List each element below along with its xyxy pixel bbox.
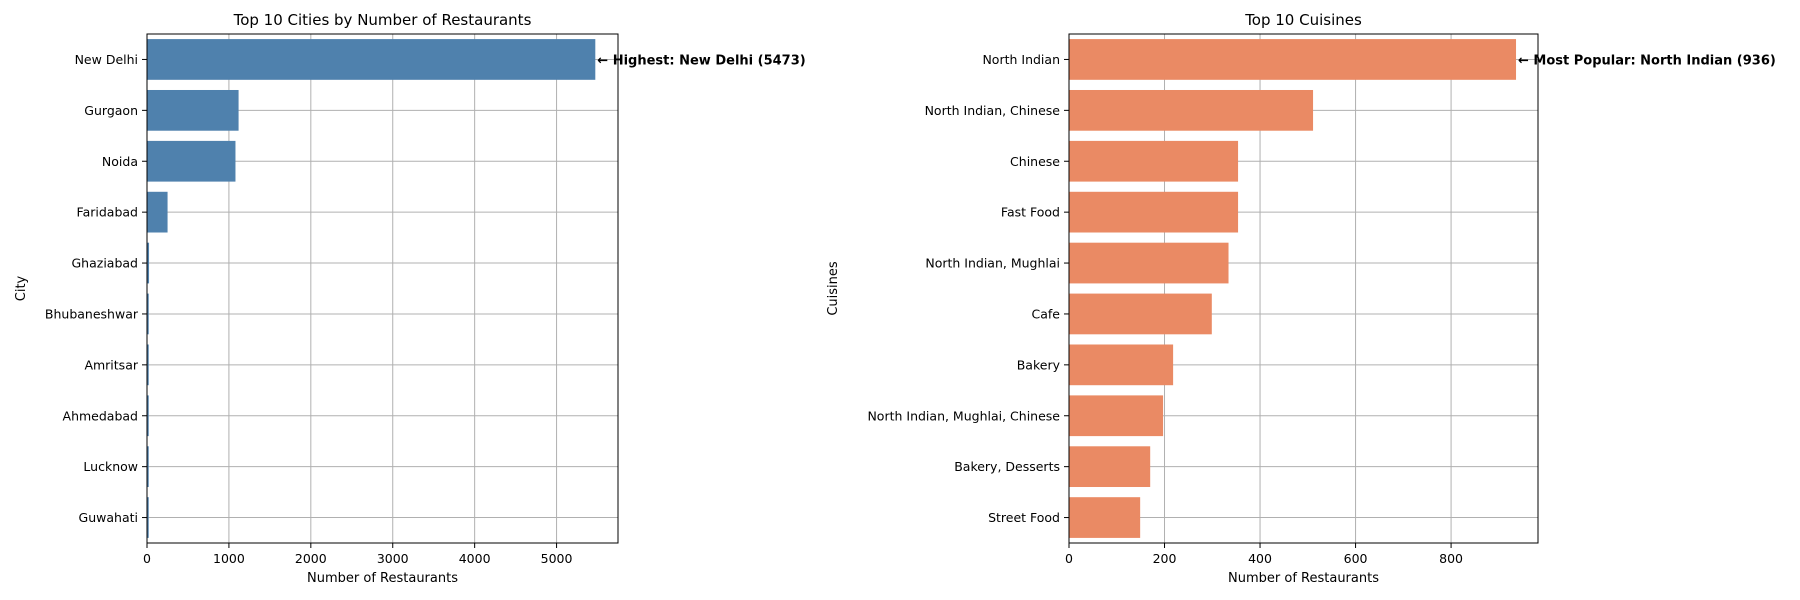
y-axis-label: Cuisines xyxy=(826,261,841,316)
y-tick-label: Chinese xyxy=(1010,154,1060,169)
cuisines-chart: 0 200 400 600 800 North Indian North Indian, C… xyxy=(826,11,1776,586)
bar xyxy=(147,89,239,131)
bar xyxy=(147,497,149,538)
x-tick-label: 0 xyxy=(1065,551,1073,566)
bar xyxy=(147,242,150,284)
bar xyxy=(147,395,149,437)
axes-frame xyxy=(146,33,619,544)
y-tick-label: Bhubaneshwar xyxy=(45,306,139,321)
y-tick-label: North Indian, Mughlai xyxy=(925,256,1060,271)
y-tick-label: Ghaziabad xyxy=(72,256,139,271)
y-tick-label: North Indian, Mughlai, Chinese xyxy=(867,408,1060,423)
y-tick-label: Cafe xyxy=(1032,306,1061,321)
bar xyxy=(1069,446,1151,488)
bar xyxy=(1069,293,1212,335)
y-tick-label: Gurgaon xyxy=(84,103,138,118)
highlight-annotation: ← Most Popular: North Indian (936) xyxy=(1518,53,1776,68)
x-tick-label: 600 xyxy=(1344,551,1368,566)
y-tick-label: New Delhi xyxy=(75,52,138,67)
x-axis-label: Number of Restaurants xyxy=(1228,571,1379,586)
cities-chart: 0 1000 2000 3000 4000 5000 New Delhi Gurgaon Noi… xyxy=(14,11,806,586)
x-tick-label: 1000 xyxy=(213,551,245,566)
y-tick-label: Street Food xyxy=(988,510,1060,525)
axes-frame xyxy=(1068,33,1539,544)
y-tick-label: Ahmedabad xyxy=(63,408,138,423)
x-tick-label: 200 xyxy=(1153,551,1177,566)
y-tick-label: North Indian xyxy=(982,52,1060,67)
bar xyxy=(1069,140,1239,182)
y-tick-label: Guwahati xyxy=(79,510,138,525)
bar xyxy=(1069,344,1174,386)
y-tick-label: North Indian, Chinese xyxy=(925,103,1061,118)
bar xyxy=(147,344,149,386)
bar xyxy=(1069,242,1229,284)
bar xyxy=(1069,191,1239,233)
x-tick-label: 3000 xyxy=(377,551,409,566)
x-tick-label: 5000 xyxy=(541,551,573,566)
bar xyxy=(1069,395,1164,437)
y-tick-label: Lucknow xyxy=(83,459,138,474)
x-axis-label: Number of Restaurants xyxy=(307,571,458,586)
chart-title: Top 10 Cuisines xyxy=(1244,11,1362,29)
y-axis-label: City xyxy=(14,275,29,301)
bar xyxy=(147,191,168,233)
bar xyxy=(147,39,596,80)
highlight-annotation: ← Highest: New Delhi (5473) xyxy=(597,53,805,68)
bar xyxy=(147,293,149,335)
bar xyxy=(147,446,149,488)
y-tick-label: Faridabad xyxy=(77,205,138,220)
chart-title: Top 10 Cities by Number of Restaurants xyxy=(233,11,532,29)
y-tick-label: Amritsar xyxy=(84,357,138,372)
bar xyxy=(1069,497,1141,538)
bar xyxy=(1069,39,1517,80)
bar xyxy=(147,140,236,182)
y-tick-label: Fast Food xyxy=(1001,205,1060,220)
x-tick-label: 400 xyxy=(1248,551,1272,566)
x-tick-label: 800 xyxy=(1439,551,1463,566)
bar xyxy=(1069,89,1314,131)
x-tick-label: 2000 xyxy=(295,551,327,566)
y-tick-label: Noida xyxy=(102,154,138,169)
y-tick-label: Bakery xyxy=(1017,357,1061,372)
y-tick-label: Bakery, Desserts xyxy=(954,459,1060,474)
x-tick-label: 4000 xyxy=(459,551,491,566)
x-tick-label: 0 xyxy=(143,551,151,566)
